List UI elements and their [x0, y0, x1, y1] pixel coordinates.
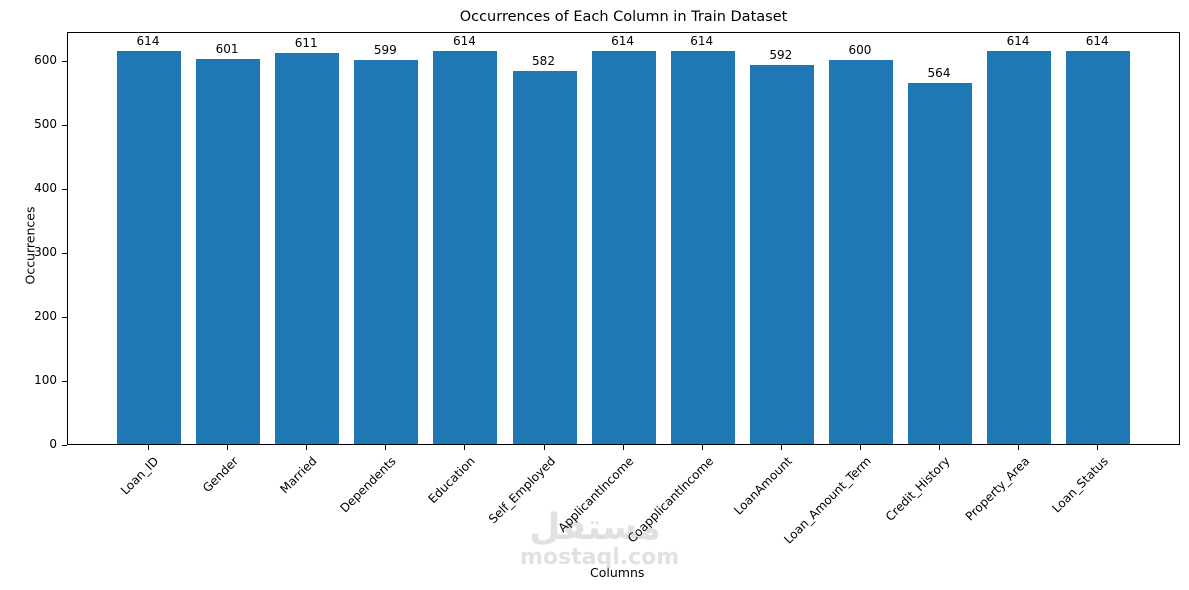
y-tick-label: 300 [34, 244, 57, 259]
x-tick-label: Married [277, 454, 320, 497]
x-tick-label: Property_Area [962, 454, 1033, 524]
bar [749, 64, 814, 444]
bar-value-label: 592 [769, 47, 793, 62]
y-tick-label: 200 [34, 308, 57, 323]
bar [512, 71, 577, 444]
bar-value-label: 599 [373, 43, 397, 58]
y-tick-label: 400 [34, 180, 57, 195]
chart-title: Occurrences of Each Column in Train Data… [459, 9, 788, 25]
bar-value-label: 564 [927, 65, 951, 80]
bar-value-label: 614 [690, 33, 714, 48]
bar-value-label: 614 [136, 33, 160, 48]
y-tick-label: 500 [34, 116, 57, 131]
y-tick [62, 316, 67, 318]
bar [433, 50, 498, 444]
y-tick-label: 600 [34, 52, 57, 67]
y-tick [62, 445, 67, 446]
bar [117, 50, 181, 444]
bar [670, 50, 735, 444]
bar-value-label: 601 [215, 42, 239, 57]
x-tick [385, 445, 387, 450]
bar [908, 82, 972, 444]
x-tick-label: Loan_Status [1049, 454, 1112, 516]
bar-value-label: 614 [452, 33, 476, 48]
bar [1066, 50, 1131, 444]
x-tick-label: Gender [200, 454, 242, 496]
bar [354, 60, 419, 444]
x-tick-label: Credit_History [882, 454, 953, 524]
x-tick [1018, 445, 1020, 450]
y-tick-label: 100 [34, 372, 57, 387]
x-tick [543, 445, 545, 450]
bar-value-label: 611 [294, 35, 318, 50]
y-tick [62, 252, 67, 254]
x-tick [227, 445, 229, 450]
x-axis-label: Columns [590, 565, 645, 580]
y-tick [62, 60, 67, 62]
x-tick [148, 445, 149, 450]
x-tick-label: Loan_Amount_Term [781, 454, 874, 547]
y-tick-label: 0 [49, 437, 57, 451]
bar-value-label: 614 [1006, 33, 1030, 48]
y-tick [62, 124, 67, 126]
x-tick [464, 445, 466, 450]
bar [987, 50, 1052, 444]
x-tick-label: Education [425, 454, 479, 507]
x-tick-label: Loan_ID [117, 454, 162, 498]
x-tick [859, 445, 861, 450]
bar [196, 59, 261, 444]
x-tick [1097, 445, 1099, 450]
x-tick [306, 445, 308, 450]
x-tick-label: CoapplicantIncome [624, 454, 716, 546]
x-tick [701, 445, 703, 450]
bar [591, 50, 656, 444]
x-tick-label: ApplicantIncome [555, 454, 637, 535]
plot-area [67, 32, 1180, 445]
bar-value-label: 582 [532, 54, 555, 69]
y-tick [62, 188, 67, 190]
x-tick [939, 445, 940, 450]
x-tick [622, 445, 624, 450]
x-tick-label: Dependents [337, 454, 399, 516]
bar-value-label: 614 [611, 33, 635, 48]
bar-value-label: 614 [1085, 33, 1109, 48]
y-tick [62, 380, 67, 382]
x-tick-label: LoanAmount [731, 454, 795, 518]
bar [828, 59, 893, 444]
bar [275, 52, 340, 444]
x-tick [780, 445, 782, 450]
x-tick-label: Self_Employed [485, 454, 558, 527]
bar-value-label: 600 [848, 42, 872, 57]
